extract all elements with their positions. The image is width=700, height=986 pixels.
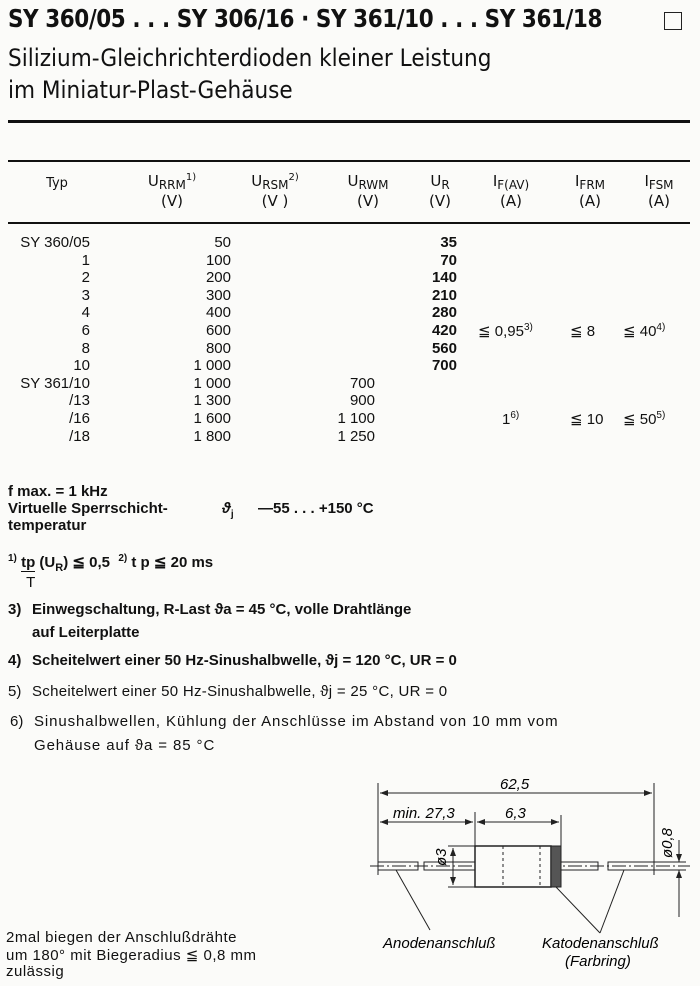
group1-ifsm: ≦ 404) bbox=[623, 322, 666, 340]
diode-body bbox=[474, 845, 552, 888]
temp-label-2: temperatur bbox=[8, 517, 87, 534]
divider bbox=[8, 120, 690, 123]
column-header: URWM (V) bbox=[347, 172, 389, 210]
table-cell-urrm: 1 000 bbox=[193, 357, 231, 375]
column-header: Typ bbox=[46, 176, 68, 191]
table-cell-urrm: 400 bbox=[205, 304, 231, 322]
footnote-5: Scheitelwert einer 50 Hz-Sinushalbwelle,… bbox=[32, 683, 448, 700]
subtitle-line-1: Silizium-Gleichrichterdioden kleiner Lei… bbox=[8, 44, 492, 72]
table-cell-urrm: 1 800 bbox=[193, 427, 231, 445]
table-cell-typ: 1 bbox=[81, 251, 90, 269]
bending-note-3: zulässig bbox=[6, 963, 65, 980]
table-cell-typ: 3 bbox=[81, 286, 90, 304]
footnote-4-mark: 4) bbox=[8, 652, 22, 669]
body-diameter-label: ø3 bbox=[433, 848, 450, 866]
table-cell-ur: 70 bbox=[440, 251, 457, 269]
footnote-3-mark: 3) bbox=[8, 601, 22, 618]
table-cell-urrm: 50 bbox=[214, 234, 231, 251]
subtitle-line-2: im Miniatur-Plast-Gehäuse bbox=[8, 76, 293, 104]
footnote-5-mark: 5) bbox=[8, 683, 22, 700]
table-cell-ur: 140 bbox=[431, 269, 457, 287]
table-cell-urrm: 300 bbox=[205, 286, 231, 304]
column-header: URSM2) (V ) bbox=[251, 172, 299, 210]
table-cell-urrm: 100 bbox=[205, 251, 231, 269]
table-cell-typ: SY 360/05 bbox=[20, 234, 90, 251]
lead-length-label: min. 27,3 bbox=[393, 805, 455, 822]
table-cell-urrm: 200 bbox=[205, 269, 231, 287]
column-header: UR (V) bbox=[429, 172, 451, 210]
table-cell-urwm: 700 bbox=[349, 374, 375, 392]
group1-ifav: ≦ 0,953) bbox=[478, 322, 533, 340]
column-header: IF(AV) (A) bbox=[492, 172, 530, 210]
table-cell-urrm: 600 bbox=[205, 322, 231, 339]
column-header: URRM1) (V) bbox=[147, 172, 197, 210]
table-cell-typ: 4 bbox=[81, 304, 90, 322]
table-cell-typ: SY 361/10 bbox=[20, 374, 90, 392]
table-cell-typ: 2 bbox=[81, 269, 90, 287]
temp-symbol: ϑj bbox=[222, 500, 234, 520]
table-top-rule bbox=[8, 160, 690, 162]
footnote-6-line-2: Gehäuse auf ϑa = 85 °C bbox=[34, 737, 216, 754]
bending-note-1: 2mal biegen der Anschlußdrähte bbox=[6, 929, 237, 946]
table-header-rule bbox=[8, 222, 690, 224]
group2-ifsm: ≦ 505) bbox=[623, 410, 666, 428]
table-cell-typ: 10 bbox=[73, 357, 90, 375]
table-cell-typ: 8 bbox=[81, 339, 90, 357]
footnote-6-mark: 6) bbox=[10, 713, 24, 730]
group1-ifrm: ≦ 8 bbox=[570, 323, 596, 340]
footnote-3-line-1: Einwegschaltung, R-Last ϑa = 45 °C, voll… bbox=[32, 601, 412, 618]
table-cell-typ: /13 bbox=[69, 392, 90, 410]
temp-value: —55 . . . +150 °C bbox=[258, 500, 374, 517]
footnote-1: 1) tp T (UR) ≦ 0,5 2) t p ≦ 20 ms bbox=[8, 553, 214, 591]
cathode-lead bbox=[607, 861, 655, 871]
table-cell-typ: /18 bbox=[69, 427, 90, 445]
column-header: IFSM (A) bbox=[644, 172, 674, 210]
footnote-3-line-2: auf Leiterplatte bbox=[32, 624, 140, 641]
anode-lead bbox=[377, 861, 419, 871]
document-title: SY 360/05 . . . SY 306/16 · SY 361/10 . … bbox=[8, 4, 602, 33]
temp-label-1: Virtuelle Sperrschicht- bbox=[8, 500, 168, 517]
table-cell-urwm: 900 bbox=[349, 392, 375, 410]
cathode-label: Katodenanschluß bbox=[542, 935, 659, 952]
footnote-4: Scheitelwert einer 50 Hz-Sinushalbwelle,… bbox=[32, 652, 457, 669]
column-header: IFRM (A) bbox=[574, 172, 606, 210]
table-cell-typ: /16 bbox=[69, 410, 90, 427]
checkbox-square bbox=[664, 12, 682, 30]
cathode-leader bbox=[555, 886, 601, 934]
table-cell-urwm: 1 250 bbox=[337, 427, 375, 445]
table-cell-ur: 420 bbox=[431, 322, 457, 339]
table-cell-ur: 280 bbox=[431, 304, 457, 322]
group2-ifrm: ≦ 10 bbox=[570, 411, 604, 428]
anode-leader bbox=[395, 869, 431, 931]
footnote-6-line-1: Sinushalbwellen, Kühlung der Anschlüsse … bbox=[34, 713, 559, 730]
table-cell-ur: 35 bbox=[440, 234, 457, 251]
cathode-sublabel: (Farbring) bbox=[565, 953, 631, 970]
table-cell-typ: 6 bbox=[81, 322, 90, 339]
anode-label: Anodenanschluß bbox=[382, 935, 496, 952]
lead-diameter-label: ø0,8 bbox=[659, 827, 676, 858]
body-length-label: 6,3 bbox=[505, 805, 527, 822]
table-cell-urrm: 1 600 bbox=[193, 410, 231, 427]
table-cell-urwm: 1 100 bbox=[337, 410, 375, 427]
total-length-label: 62,5 bbox=[500, 776, 530, 793]
table-cell-ur: 700 bbox=[431, 357, 457, 375]
fmax: f max. = 1 kHz bbox=[8, 483, 108, 500]
bending-note-2: um 180° mit Biegeradius ≦ 0,8 mm bbox=[6, 947, 257, 964]
table-cell-urrm: 1 300 bbox=[193, 392, 231, 410]
color-band bbox=[550, 845, 562, 888]
group2-ifav: 16) bbox=[502, 410, 520, 428]
table-cell-ur: 560 bbox=[431, 339, 457, 357]
table-cell-urrm: 1 000 bbox=[193, 374, 231, 392]
table-cell-urrm: 800 bbox=[205, 339, 231, 357]
table-cell-ur: 210 bbox=[431, 286, 457, 304]
